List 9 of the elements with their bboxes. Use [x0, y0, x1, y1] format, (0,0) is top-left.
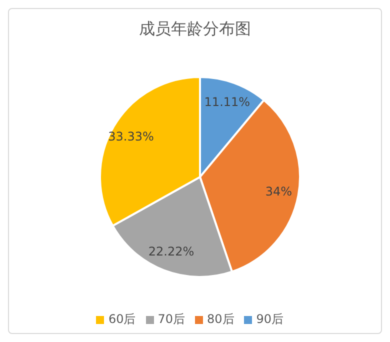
data-label: 22.22%: [148, 244, 194, 259]
data-label: 33.33%: [108, 130, 154, 144]
legend-label: 90后: [256, 312, 284, 326]
legend-label: 70后: [158, 312, 185, 326]
data-label: 34%: [265, 184, 292, 199]
chart-title: 成员年龄分布图: [138, 18, 252, 40]
data-label: 11.11%: [204, 94, 250, 109]
legend-label: 80后: [207, 312, 234, 326]
legend-label: 60后: [108, 312, 136, 326]
